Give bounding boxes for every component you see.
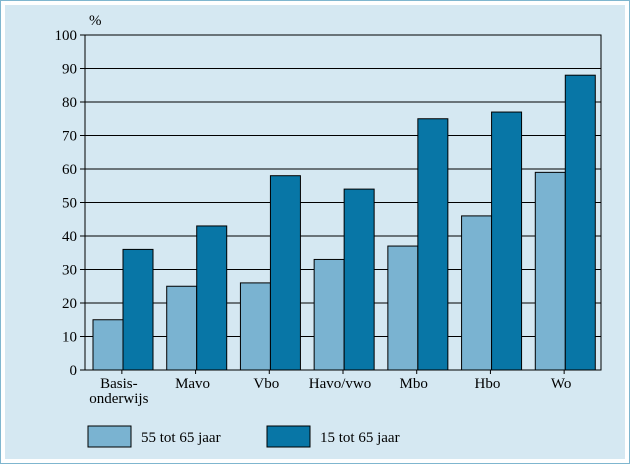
- bar-series-2: [122, 248, 154, 371]
- y-tick-label: 30: [62, 263, 77, 279]
- legend-swatch: [87, 425, 132, 448]
- bar-series-1: [166, 285, 198, 371]
- legend-label: 15 tot 65 jaar: [320, 430, 400, 446]
- bar-series-1: [92, 319, 124, 371]
- bar-series-1: [313, 258, 345, 371]
- y-tick-label: 70: [62, 129, 77, 145]
- x-category-label: Mbo: [400, 376, 428, 392]
- bar-series-1: [239, 282, 271, 371]
- bar-series-2: [196, 225, 228, 371]
- x-category-labels: Basis-onderwijs Mavo Vbo Havo/vwo Mbo Hbo Wo: [89, 376, 571, 407]
- bar-series-2: [343, 188, 375, 371]
- axes: [80, 34, 602, 374]
- y-tick-labels: 0 10 20 30 40 50 60 70 80 90 100: [55, 28, 78, 379]
- y-tick-label: 80: [62, 95, 77, 111]
- y-tick-label: 0: [70, 363, 78, 379]
- legend-label: 55 tot 65 jaar: [141, 430, 221, 446]
- bar-series-2: [269, 175, 301, 371]
- y-tick-label: 20: [62, 296, 77, 312]
- bar-series-2: [564, 74, 596, 371]
- y-tick-label: 100: [55, 28, 78, 44]
- x-category-label: Mavo: [175, 376, 210, 392]
- bar-series-1: [534, 171, 566, 371]
- x-category-label: Basis-onderwijs: [89, 376, 148, 407]
- y-tick-label: 90: [62, 62, 77, 78]
- bar-series-1: [461, 215, 493, 371]
- bar-series-2: [491, 111, 523, 371]
- bar-series-1: [387, 245, 419, 371]
- y-axis-unit-label: %: [89, 13, 102, 29]
- bar-series-2: [417, 118, 449, 371]
- x-category-label: Wo: [551, 376, 571, 392]
- x-category-label: Vbo: [253, 376, 279, 392]
- bars: [92, 74, 596, 371]
- x-category-label: Hbo: [475, 376, 501, 392]
- y-tick-label: 40: [62, 229, 77, 245]
- x-category-label: Havo/vwo: [309, 376, 372, 392]
- y-tick-label: 10: [62, 330, 77, 346]
- legend-swatch: [266, 425, 311, 448]
- legend: 55 tot 65 jaar 15 tot 65 jaar: [87, 425, 400, 448]
- y-tick-label: 50: [62, 196, 77, 212]
- y-tick-label: 60: [62, 162, 77, 178]
